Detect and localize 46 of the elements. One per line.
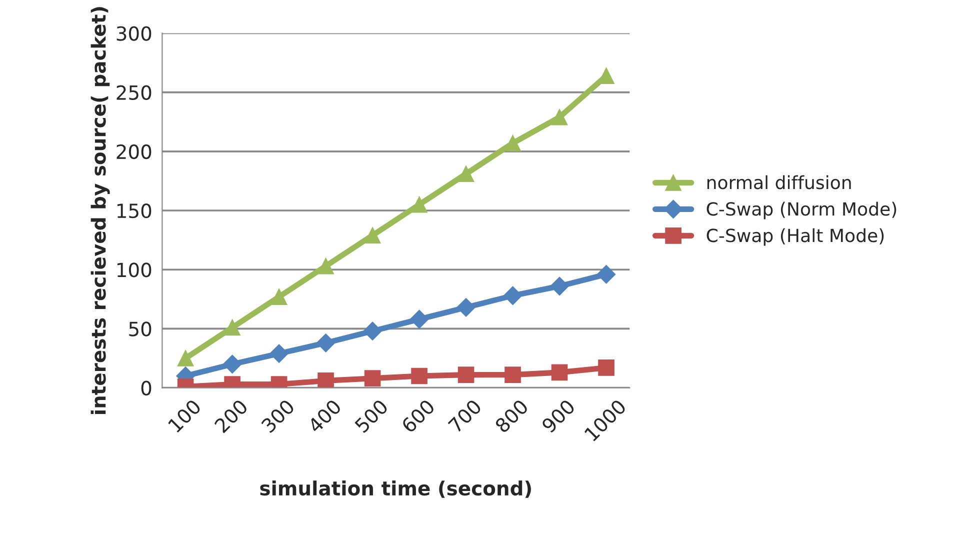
legend-label: C-Swap (Halt Mode) bbox=[706, 228, 884, 246]
point bbox=[364, 227, 381, 244]
x-tick-label: 600 bbox=[400, 398, 436, 434]
point bbox=[224, 319, 240, 336]
point bbox=[411, 196, 428, 213]
point bbox=[598, 360, 614, 376]
x-tick-label: 500 bbox=[354, 398, 389, 434]
point bbox=[456, 298, 476, 317]
x-tick-label: 300 bbox=[260, 398, 296, 434]
y-tick-label: 250 bbox=[116, 85, 152, 100]
y-tick-label: 300 bbox=[116, 26, 152, 41]
point bbox=[177, 350, 194, 366]
x-tick-label: 700 bbox=[448, 398, 482, 434]
point bbox=[364, 370, 381, 387]
point bbox=[458, 366, 474, 383]
point bbox=[551, 108, 568, 126]
point bbox=[551, 364, 568, 381]
y-tick-label: 0 bbox=[141, 380, 152, 396]
x-tick-label: 400 bbox=[306, 398, 342, 434]
point bbox=[318, 372, 334, 388]
point bbox=[550, 276, 569, 296]
point bbox=[458, 166, 474, 182]
point bbox=[222, 354, 242, 374]
point bbox=[318, 258, 334, 274]
point bbox=[270, 288, 288, 305]
point bbox=[596, 264, 616, 284]
point bbox=[363, 322, 382, 340]
point bbox=[504, 134, 521, 152]
y-tick-label: 50 bbox=[129, 322, 152, 336]
point bbox=[270, 344, 288, 363]
y-tick-label: 100 bbox=[117, 262, 152, 278]
point bbox=[316, 334, 336, 352]
x-axis-title: simulation time (second) bbox=[260, 480, 531, 498]
y-axis-title: interests recieved by source( packet) bbox=[90, 7, 110, 414]
x-tick-label: 800 bbox=[494, 398, 529, 434]
legend-label: normal diffusion bbox=[707, 175, 851, 190]
legend-label: C-Swap (Norm Mode) bbox=[706, 202, 896, 220]
point bbox=[503, 286, 522, 305]
point bbox=[410, 310, 429, 329]
x-tick-label: 200 bbox=[214, 398, 248, 434]
point bbox=[504, 366, 521, 383]
y-tick-label: 150 bbox=[117, 203, 152, 218]
y-tick-label: 200 bbox=[116, 144, 152, 160]
point bbox=[411, 368, 428, 384]
x-tick-label: 900 bbox=[540, 398, 576, 434]
x-tick-label: 100 bbox=[168, 398, 202, 433]
